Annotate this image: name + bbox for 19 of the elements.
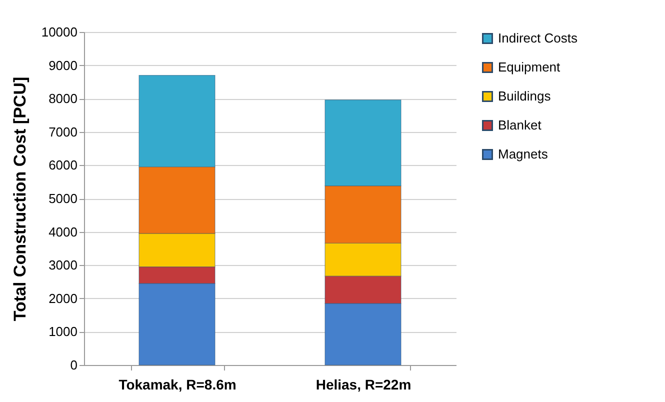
y-tick-label: 3000 — [48, 258, 78, 273]
y-tick-label: 7000 — [48, 124, 78, 140]
legend-label: Buildings — [498, 88, 552, 104]
y-tick-label: 2000 — [48, 290, 78, 306]
legend-label: Equipment — [498, 60, 561, 74]
y-tick-label: 10000 — [41, 24, 78, 40]
y-tick-label: 8000 — [48, 91, 78, 106]
y-tick-label: 6000 — [48, 158, 78, 173]
legend-label: Blanket — [498, 118, 542, 132]
x-tick-label: Tokamak, R=8.6m — [118, 376, 236, 392]
y-tick-label: 5000 — [48, 191, 78, 206]
y-tick-label: 0 — [70, 358, 78, 372]
y-axis-title: Total Construction Cost [PCU] — [10, 76, 30, 322]
y-tick-label: 9000 — [48, 58, 78, 73]
legend-label: Magnets — [498, 146, 548, 162]
y-tick-label: 4000 — [48, 224, 78, 240]
y-tick-label: 1000 — [48, 324, 78, 340]
x-tick-label: Helias, R=22m — [316, 376, 412, 392]
legend-label: Indirect Costs — [498, 30, 578, 46]
